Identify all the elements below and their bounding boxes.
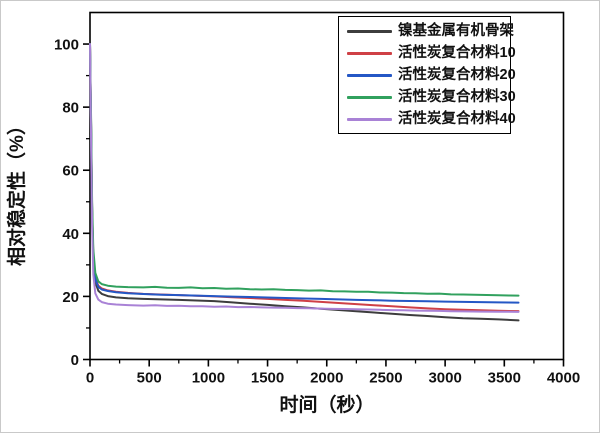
legend-item-2: 活性炭复合材料20	[343, 68, 516, 83]
legend-line-sample	[347, 117, 392, 121]
y-tick-label: 0	[71, 352, 79, 369]
y-axis-title: 相对稳定性（%）	[5, 116, 28, 266]
y-tick-label: 40	[62, 226, 79, 243]
y-tick-label: 80	[62, 100, 79, 117]
legend: 镍基金属有机骨架 活性炭复合材料10 活性炭复合材料20 活性炭复合材料30 活性炭复合…	[338, 16, 516, 134]
x-tick-label: 2500	[369, 370, 402, 387]
y-tick-label: 100	[54, 37, 79, 54]
legend-line-sample	[347, 29, 392, 33]
series-line-4	[89, 43, 520, 313]
legend-item-1: 活性炭复合材料10	[343, 46, 516, 61]
x-tick-label: 2000	[310, 370, 343, 387]
legend-line-sample	[347, 95, 392, 99]
legend-item-3: 活性炭复合材料30	[343, 90, 516, 105]
legend-line-sample	[347, 51, 392, 55]
legend-item-0: 镍基金属有机骨架	[343, 24, 514, 39]
series-line-2	[89, 43, 520, 304]
x-tick-label: 1500	[251, 370, 284, 387]
legend-item-4: 活性炭复合材料40	[343, 112, 516, 127]
series-line-3	[89, 43, 520, 297]
y-tick-label: 60	[62, 163, 79, 180]
y-tick-label: 20	[62, 289, 79, 306]
legend-label: 活性炭复合材料40	[398, 110, 516, 127]
series-line-0	[89, 43, 520, 322]
x-tick-label: 0	[86, 370, 94, 387]
legend-line-sample	[347, 73, 392, 77]
x-axis-title: 时间（秒）	[279, 393, 374, 416]
x-tick-label: 1000	[192, 370, 225, 387]
x-tick-label: 3500	[488, 370, 521, 387]
legend-label: 镍基金属有机骨架	[398, 22, 514, 39]
legend-label: 活性炭复合材料10	[398, 44, 516, 61]
x-tick-label: 3000	[428, 370, 461, 387]
legend-label: 活性炭复合材料30	[398, 88, 516, 105]
x-tick-label: 4000	[547, 370, 580, 387]
x-tick-label: 500	[137, 370, 162, 387]
legend-label: 活性炭复合材料20	[398, 66, 516, 83]
